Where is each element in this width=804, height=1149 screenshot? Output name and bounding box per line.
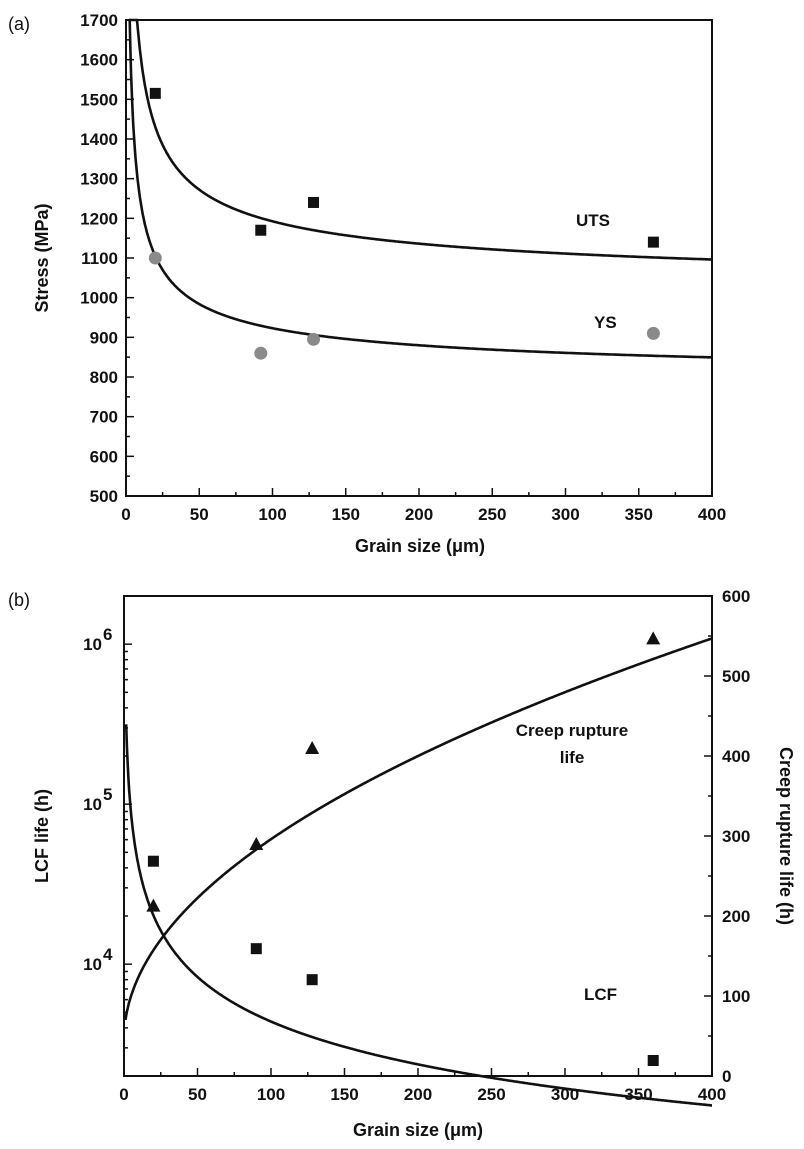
data-point-ys (646, 326, 660, 340)
y-tick-label: 1500 (80, 90, 118, 109)
y-tick-label: 1200 (80, 209, 118, 228)
x-tick-label: 100 (257, 1085, 285, 1104)
data-point-ys (254, 346, 268, 360)
panel-b-left-axis-title: LCF life (h) (32, 789, 52, 883)
y-tick-label: 1300 (80, 170, 118, 189)
right-tick-label: 100 (722, 987, 750, 1006)
right-tick-label: 400 (722, 747, 750, 766)
x-tick-label: 400 (698, 1085, 726, 1104)
x-tick-label: 250 (477, 1085, 505, 1104)
x-tick-label: 50 (190, 505, 209, 524)
y-tick-label: 1600 (80, 51, 118, 70)
data-point-lcf (147, 855, 159, 867)
panel-b-ticks: 0 50 100 150 200 250 300 350 4001041051060100200… (83, 587, 750, 1104)
left-tick-exponent: 4 (103, 945, 113, 964)
data-point-uts (647, 236, 659, 248)
x-tick-label: 200 (404, 1085, 432, 1104)
y-tick-label: 1100 (81, 249, 118, 268)
x-tick-label: 150 (330, 1085, 358, 1104)
y-tick-label: 1400 (80, 130, 118, 149)
data-point-uts (255, 224, 267, 236)
x-tick-label: 300 (551, 505, 579, 524)
right-tick-label: 0 (722, 1067, 731, 1086)
x-tick-label: 150 (332, 505, 360, 524)
panel-b-data-points (146, 631, 661, 1066)
left-tick-label: 10 (83, 635, 102, 654)
x-tick-label: 350 (624, 1085, 652, 1104)
panel-a-ticks: 0 50 100 150 200 250 300 350 400 500 600 700 800 900 1… (80, 11, 726, 524)
left-tick-label: 10 (83, 795, 102, 814)
annotation-lcf: LCF (584, 985, 617, 1004)
fit-curve-uts (128, 18, 712, 261)
data-point-creep (646, 631, 661, 645)
data-point-creep (146, 898, 161, 912)
panel-a-y-axis-title: Stress (MPa) (32, 203, 52, 312)
right-tick-label: 600 (722, 587, 750, 606)
left-tick-exponent: 6 (103, 625, 112, 644)
x-tick-label: 100 (258, 505, 286, 524)
panel-b-label: (b) (8, 590, 30, 610)
panel-b-fit-curves (124, 637, 713, 1107)
fit-curve-creep (124, 637, 713, 1021)
y-tick-label: 500 (90, 487, 118, 506)
annotation-ys: YS (594, 313, 617, 332)
y-tick-label: 700 (90, 408, 118, 427)
fit-curve-lcf (124, 724, 712, 1107)
right-tick-label: 500 (722, 667, 750, 686)
x-tick-label: 200 (405, 505, 433, 524)
annotation-uts: UTS (576, 211, 610, 230)
panel-a-x-axis-title: Grain size (μm) (355, 536, 485, 556)
data-point-creep (249, 837, 264, 850)
right-tick-label: 300 (722, 827, 750, 846)
data-point-lcf (647, 1054, 659, 1066)
x-tick-label: 0 (121, 505, 130, 524)
panel-a-data-points (148, 87, 660, 360)
left-tick-exponent: 5 (103, 785, 112, 804)
data-point-uts (308, 196, 320, 208)
y-tick-label: 1700 (80, 11, 118, 30)
data-point-creep (305, 741, 320, 754)
y-tick-label: 1000 (80, 289, 118, 308)
x-tick-label: 400 (698, 505, 726, 524)
data-point-ys (307, 332, 321, 346)
x-tick-label: 250 (478, 505, 506, 524)
panel-b-plot-frame (123, 595, 713, 1077)
panel-b-life-chart: (b) 0 50 100 150 200 250 300 350 400104105106010… (8, 587, 796, 1140)
data-point-uts (149, 87, 161, 99)
x-tick-label: 0 (119, 1085, 128, 1104)
panel-a-fit-curves (128, 18, 713, 359)
data-point-lcf (250, 943, 262, 955)
panel-a-stress-chart: (a) 0 50 100 150 200 250 300 350 400 500 600 700 800… (8, 11, 726, 556)
data-point-lcf (306, 974, 318, 986)
y-tick-label: 800 (90, 368, 118, 387)
right-tick-label: 200 (722, 907, 750, 926)
fit-curve-ys (128, 18, 713, 359)
left-tick-label: 10 (83, 955, 102, 974)
annotation-creep-rupture: Creep rupture (516, 721, 628, 740)
y-tick-label: 900 (90, 328, 118, 347)
x-tick-label: 350 (625, 505, 653, 524)
x-tick-label: 50 (188, 1085, 207, 1104)
annotation-creep-life: life (560, 748, 585, 767)
panel-a-label: (a) (8, 14, 30, 34)
panel-b-x-axis-title: Grain size (μm) (353, 1120, 483, 1140)
panel-b-right-axis-title: Creep rupture life (h) (776, 747, 796, 925)
y-tick-label: 600 (90, 447, 118, 466)
data-point-ys (148, 251, 162, 265)
panel-a-plot-frame (125, 19, 713, 497)
